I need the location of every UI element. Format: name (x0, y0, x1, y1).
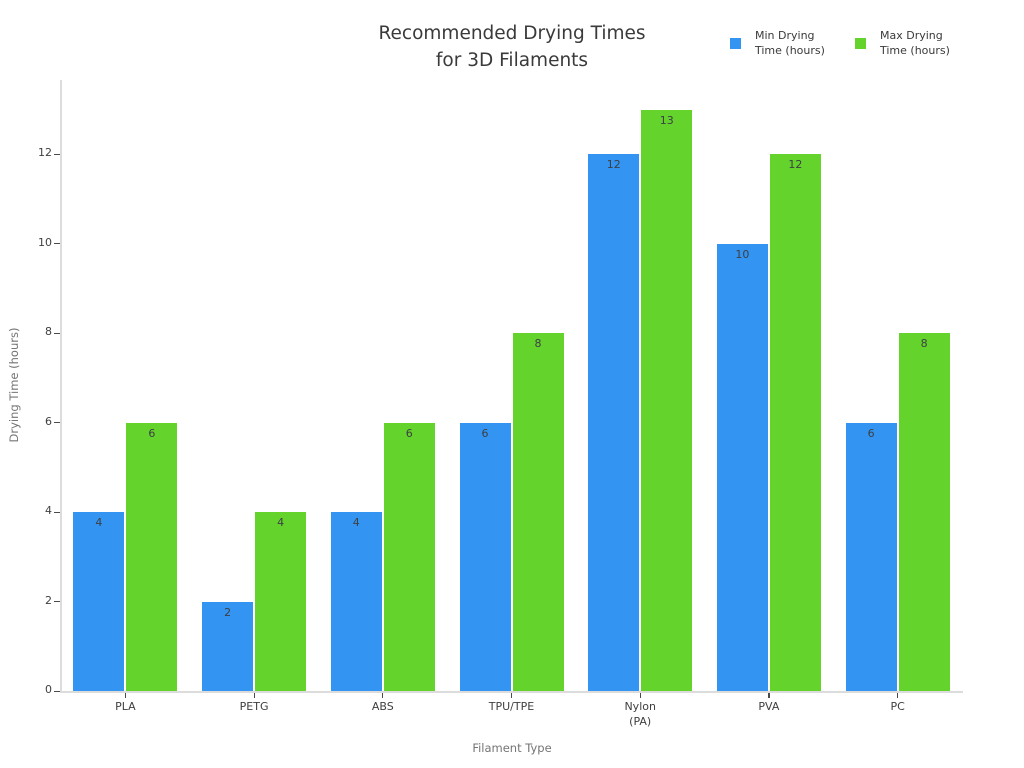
x-tick-label: TPU/TPE (488, 700, 535, 713)
y-tick-label: 10 (38, 235, 52, 249)
value-label-min-pc: 6 (867, 426, 875, 440)
value-label-min-nylon-pa: 12 (606, 158, 621, 172)
bar-min-tpu-tpe (459, 422, 511, 691)
bar-min-abs (330, 512, 382, 691)
chart-title: Recommended Drying Times for 3D Filament… (378, 23, 646, 71)
y-tick-label: 4 (45, 504, 52, 518)
bar-max-pla (126, 422, 178, 691)
value-label-min-pla: 4 (95, 516, 103, 530)
x-tick (253, 693, 255, 698)
bar-max-nylon-pa (641, 109, 693, 691)
value-label-min-tpu-tpe: 6 (481, 426, 489, 440)
bar-min-petg (202, 601, 254, 691)
value-label-max-pc: 8 (920, 337, 928, 351)
legend-item-min: Min Drying Time (hours) (730, 29, 835, 58)
bar-min-nylon-pa (588, 154, 640, 691)
value-label-max-pva: 12 (788, 158, 803, 172)
legend-swatch-max-icon (855, 38, 866, 49)
bar-max-pva (769, 154, 821, 691)
x-tick (639, 693, 641, 698)
x-tick (768, 693, 770, 698)
x-axis-line (60, 691, 963, 693)
x-tick-label: ABS (371, 700, 394, 713)
value-label-min-pva: 10 (735, 247, 750, 261)
value-label-max-petg: 4 (277, 516, 285, 530)
bar-max-pc (898, 333, 950, 691)
value-label-min-abs: 4 (352, 516, 360, 530)
y-tick (54, 690, 60, 692)
x-tick-label: PC (890, 700, 905, 713)
value-label-max-pla: 6 (148, 426, 156, 440)
y-tick (54, 332, 60, 334)
x-tick (511, 693, 513, 698)
x-tick-label: PVA (758, 700, 780, 713)
x-tick-label: PLA (115, 700, 136, 713)
y-tick-label: 2 (45, 593, 52, 607)
legend-label-min: Min Drying Time (hours) (755, 29, 825, 57)
value-label-max-nylon-pa: 13 (659, 113, 674, 127)
y-tick (54, 422, 60, 424)
legend: Min Drying Time (hours) Max Drying Time … (0, 0, 1024, 70)
legend-label-max: Max Drying Time (hours) (880, 29, 950, 57)
bar-min-pva (716, 243, 768, 691)
legend-swatch-min-icon (730, 38, 741, 49)
y-tick (54, 153, 60, 155)
bar-max-abs (383, 422, 435, 691)
y-axis-line (60, 80, 62, 693)
y-tick-label: 12 (38, 146, 52, 160)
value-label-max-tpu-tpe: 8 (534, 337, 542, 351)
y-tick (54, 601, 60, 603)
value-label-min-petg: 2 (224, 605, 232, 619)
legend-item-max: Max Drying Time (hours) (855, 29, 960, 58)
value-label-max-abs: 6 (405, 426, 413, 440)
bar-max-petg (255, 512, 307, 691)
x-tick (897, 693, 899, 698)
y-tick-label: 6 (45, 414, 52, 428)
x-tick (382, 693, 384, 698)
y-axis-title: Drying Time (hours) (7, 327, 21, 443)
x-tick (124, 693, 127, 698)
x-axis-title: Filament Type (472, 741, 552, 755)
y-tick-label: 0 (45, 683, 52, 696)
bar-min-pc (845, 422, 897, 691)
bar-min-pla (73, 512, 125, 691)
y-tick-label: 8 (45, 325, 52, 339)
y-tick (54, 511, 60, 513)
bar-max-tpu-tpe (512, 333, 564, 691)
x-tick-label: PETG (239, 700, 269, 713)
x-tick-label: Nylon (PA) (624, 700, 656, 728)
y-tick (54, 243, 60, 245)
